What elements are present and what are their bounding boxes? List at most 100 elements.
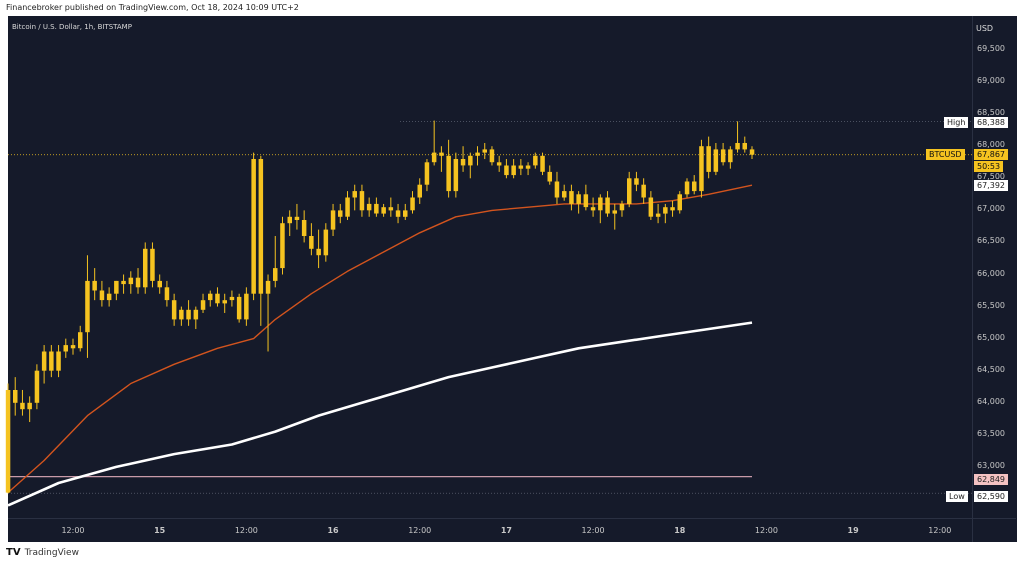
- currency-label[interactable]: USD: [976, 24, 994, 33]
- footer-bar: [0, 542, 1024, 566]
- x-tick-label: 12:00: [61, 526, 85, 535]
- candle-body: [330, 210, 336, 230]
- candle-body: [677, 194, 682, 211]
- y-tick-label: 67,000: [977, 204, 1005, 214]
- x-tick-label: 16: [327, 526, 339, 535]
- candle-body: [424, 162, 430, 185]
- candle-body: [749, 149, 755, 155]
- candle-body: [627, 178, 632, 204]
- candle-body: [99, 290, 105, 301]
- y-tick-label: 67,500: [977, 172, 1005, 182]
- ma-value-tag: 67,392: [974, 180, 1008, 191]
- candle-body: [63, 345, 68, 352]
- price-axis[interactable]: [972, 16, 1017, 542]
- candle-body: [251, 159, 256, 294]
- candle-body: [193, 309, 199, 320]
- candle-body: [5, 390, 11, 493]
- candle-body: [475, 152, 480, 156]
- candle-body: [482, 149, 487, 153]
- candle-body: [554, 181, 560, 198]
- candle-body: [345, 197, 350, 217]
- candle-body: [114, 280, 119, 294]
- y-tick-label: 63,000: [977, 460, 1005, 470]
- candle-body: [294, 216, 300, 220]
- candle-body: [742, 143, 747, 150]
- candle-body: [366, 203, 372, 211]
- tradingview-logo[interactable]: TV TradingView: [6, 547, 79, 558]
- candle-body: [648, 197, 654, 217]
- candle-body: [641, 184, 646, 198]
- time-axis-divider: [8, 518, 1016, 519]
- y-tick-label: 64,000: [977, 396, 1005, 406]
- x-tick-label: 12:00: [754, 526, 778, 535]
- y-tick-label: 69,500: [977, 44, 1005, 53]
- candle-body: [713, 149, 719, 172]
- candle-body: [381, 207, 386, 214]
- candle-body: [301, 220, 307, 236]
- candle-body: [265, 280, 271, 294]
- candle-body: [728, 149, 733, 163]
- candle-body: [612, 210, 617, 214]
- y-tick-label: 68,500: [977, 108, 1005, 118]
- candle-body: [655, 213, 661, 217]
- candle-body: [511, 165, 516, 176]
- candle-body: [569, 191, 574, 204]
- x-tick-label: 15: [154, 526, 166, 535]
- bar-countdown: 50:53: [974, 161, 1004, 172]
- candle-body: [684, 181, 690, 195]
- candle-body: [374, 203, 379, 214]
- candle-body: [518, 165, 524, 169]
- y-tick-label: 66,000: [977, 268, 1005, 278]
- candle-body: [359, 191, 365, 211]
- candle-body: [92, 280, 97, 291]
- candle-body: [562, 191, 567, 198]
- candle-body: [576, 194, 581, 204]
- high-value: 68,388: [974, 117, 1008, 128]
- publisher-text: Financebroker published on TradingView.c…: [6, 3, 299, 12]
- candle-body: [280, 223, 285, 269]
- candle-body: [179, 309, 184, 320]
- x-tick-label: 12:00: [408, 526, 432, 535]
- candle-body: [186, 309, 191, 320]
- candle-body: [395, 210, 401, 217]
- candle-body: [49, 351, 54, 371]
- symbol-title: Bitcoin / U.S. Dollar, 1h, BITSTAMP: [12, 23, 132, 31]
- candle-body: [236, 296, 242, 320]
- candle-body: [403, 210, 408, 217]
- candle-body: [13, 390, 18, 403]
- candle-body: [338, 210, 343, 217]
- candle-body: [410, 197, 415, 211]
- candle-body: [720, 149, 726, 163]
- ma-short-line: [7, 184, 753, 494]
- candle-body: [150, 248, 155, 281]
- candle-body: [229, 296, 235, 301]
- candle-body: [34, 370, 40, 403]
- y-tick-label: 65,500: [977, 300, 1005, 310]
- y-tick-label: 63,500: [977, 428, 1005, 438]
- tradingview-logo-icon: TV: [6, 547, 21, 558]
- candle-body: [496, 162, 502, 166]
- candle-body: [598, 197, 603, 211]
- candle-body: [20, 402, 25, 410]
- candle-body: [735, 143, 740, 150]
- candle-body: [27, 402, 32, 410]
- support-value-tag: 62,849: [974, 474, 1008, 485]
- candle-body: [460, 159, 466, 166]
- candle-body: [352, 191, 357, 198]
- x-tick-label: 12:00: [234, 526, 258, 535]
- candle-body: [85, 280, 90, 333]
- y-tick-label: 64,500: [977, 364, 1005, 374]
- candle-body: [273, 268, 278, 281]
- candle-body: [200, 300, 206, 310]
- candle-body: [540, 155, 545, 172]
- candle-body: [41, 351, 47, 371]
- candle-body: [663, 207, 668, 214]
- candle-body: [446, 155, 451, 192]
- candle-body: [222, 300, 227, 304]
- candle-body: [258, 159, 264, 294]
- candle-body: [135, 277, 141, 288]
- x-tick-label: 17: [500, 526, 512, 535]
- candle-body: [489, 149, 495, 163]
- candle-body: [56, 351, 61, 371]
- candle-body: [699, 146, 704, 192]
